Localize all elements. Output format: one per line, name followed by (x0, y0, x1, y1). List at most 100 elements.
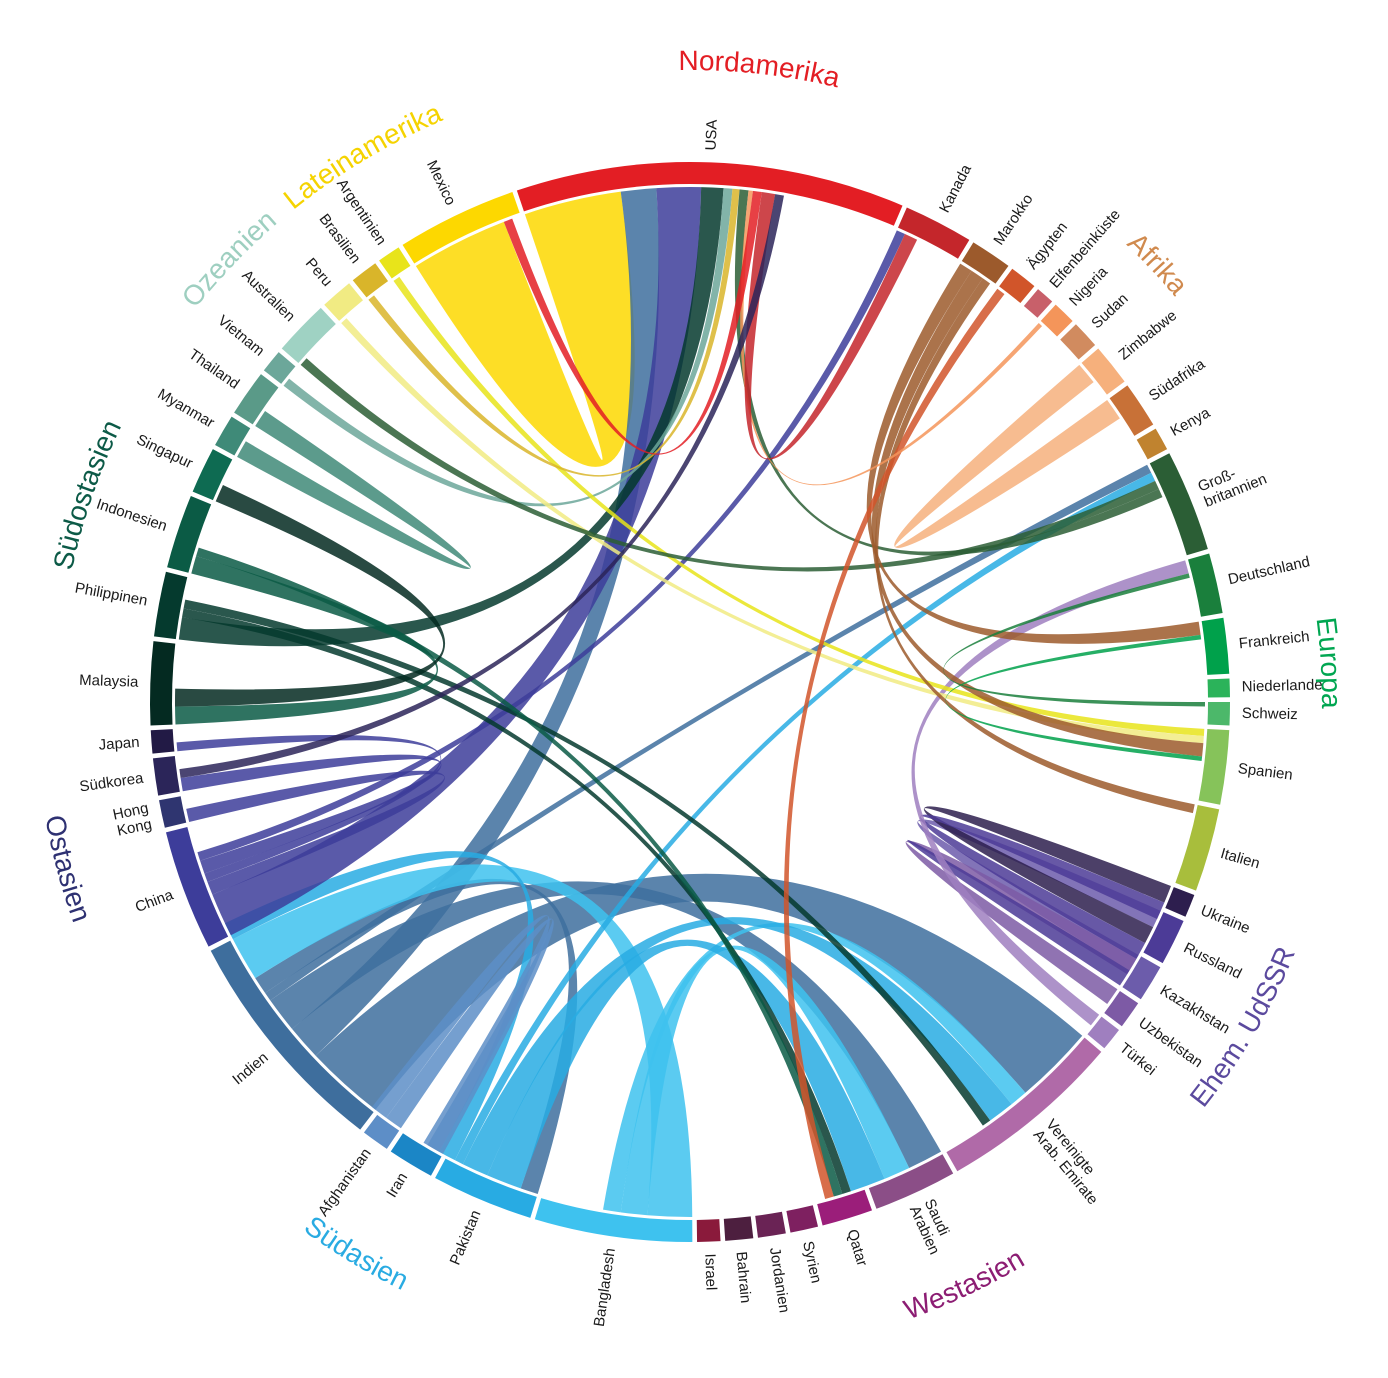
country-label: Niederlande (1242, 676, 1323, 695)
country-label: VereinigteArab. Emirate (1030, 1116, 1114, 1208)
flow-ribbon (415, 191, 635, 467)
country-arc (534, 1198, 693, 1242)
region-label: Afrika (1122, 227, 1194, 301)
country-arc (1087, 1016, 1120, 1049)
country-arc (402, 192, 520, 264)
country-arc (1207, 678, 1230, 698)
country-label: Bahrain (732, 1251, 754, 1304)
country-arc (1201, 617, 1230, 675)
country-arc (263, 352, 296, 384)
flow-ribbon (911, 560, 1189, 1026)
country-arc (1165, 887, 1195, 917)
flow-ribbon (783, 288, 1005, 1199)
region-label: Südostasien (47, 415, 127, 572)
region-label-path: Afrika (1122, 227, 1194, 301)
country-label: Indonesien (94, 496, 169, 535)
country-label: Peru (302, 255, 336, 290)
country-arc (154, 571, 188, 640)
region-label: Südasien (299, 1210, 414, 1296)
country-label: Syrien (799, 1240, 825, 1285)
region-label-path: Europa (1311, 616, 1347, 709)
country-arc (1136, 428, 1168, 460)
country-label: Singapur (134, 431, 196, 472)
country-label: Spanien (1237, 760, 1294, 784)
country-arc (999, 268, 1035, 304)
country-label: Mexico (423, 158, 459, 208)
country-arc (1198, 729, 1230, 805)
country-label: Zimbabwe (1115, 307, 1180, 363)
flow-ribbon (237, 411, 471, 569)
country-label: Australien (238, 267, 298, 325)
country-label: Myanmar (155, 385, 218, 431)
country-arc (786, 1205, 819, 1233)
country-label: Schweiz (1242, 705, 1298, 723)
flow-ribbon (186, 770, 445, 895)
country-arc (352, 263, 389, 298)
country-arc (1040, 304, 1073, 337)
flow-ribbon (923, 806, 1171, 944)
country-label: Kazakhstan (1157, 982, 1233, 1037)
country-arc (192, 449, 233, 501)
country-arc (755, 1211, 786, 1238)
flow-ribbon (907, 839, 1130, 986)
country-arc (898, 207, 970, 259)
flow-ribbon (180, 754, 442, 874)
country-arc (1104, 990, 1139, 1027)
country-arc (1060, 324, 1096, 360)
country-arc (817, 1189, 873, 1226)
country-arc (1109, 385, 1154, 436)
flow-ribbon (255, 878, 578, 1194)
country-arc (379, 247, 411, 279)
country-label: Ukraine (1198, 902, 1252, 937)
country-label: Iran (383, 1170, 411, 1201)
country-label: Afghanistan (315, 1145, 375, 1219)
country-label: Israel (701, 1253, 719, 1290)
country-label: Philippinen (74, 579, 149, 609)
region-label: Westasien (900, 1243, 1029, 1326)
flow-ribbon (603, 922, 1026, 1213)
flow-ribbon (212, 186, 702, 936)
country-label: Sudan (1088, 290, 1131, 332)
country-arc (149, 641, 176, 726)
country-arc (363, 1114, 400, 1149)
country-label: China (133, 886, 176, 916)
country-label: USA (703, 119, 721, 150)
country-arc (1188, 553, 1223, 617)
country-label: Qatar (843, 1227, 870, 1268)
region-label-path: Südostasien (47, 415, 127, 572)
country-arc (696, 1219, 721, 1242)
country-arc (435, 1158, 537, 1218)
country-arc (324, 283, 363, 321)
country-arc (723, 1216, 754, 1241)
country-arc (1143, 912, 1184, 964)
country-arc (281, 307, 336, 363)
country-arc (390, 1133, 442, 1176)
country-label: Italien (1219, 845, 1262, 872)
region-label-path: Südasien (299, 1210, 414, 1296)
country-label: Kenya (1168, 404, 1214, 440)
country-label: Vietnam (214, 312, 267, 360)
flow-ribbon (919, 814, 1165, 959)
region-label-path: Ostasien (39, 812, 97, 925)
country-arc (1122, 956, 1161, 1000)
country-label: Japan (98, 734, 140, 754)
country-arc (159, 796, 187, 828)
country-label: Pakistan (447, 1208, 485, 1268)
flow-ribbon (174, 484, 446, 707)
country-arc (1023, 289, 1053, 318)
country-label: SaudiArabien (906, 1196, 958, 1257)
country-arc (1175, 804, 1220, 891)
flow-ribbon (315, 873, 1083, 1110)
country-label: Marokko (990, 191, 1036, 248)
flow-ribbon (371, 915, 550, 1152)
flow-ribbon (744, 192, 918, 460)
country-arc (516, 162, 903, 226)
country-arc (152, 756, 180, 796)
country-arc (1149, 453, 1208, 556)
country-arc (1207, 701, 1230, 726)
country-arc (946, 1037, 1102, 1172)
flow-ribbon (270, 881, 942, 1169)
country-arc (150, 729, 175, 754)
region-label: Nordamerika (678, 45, 843, 93)
